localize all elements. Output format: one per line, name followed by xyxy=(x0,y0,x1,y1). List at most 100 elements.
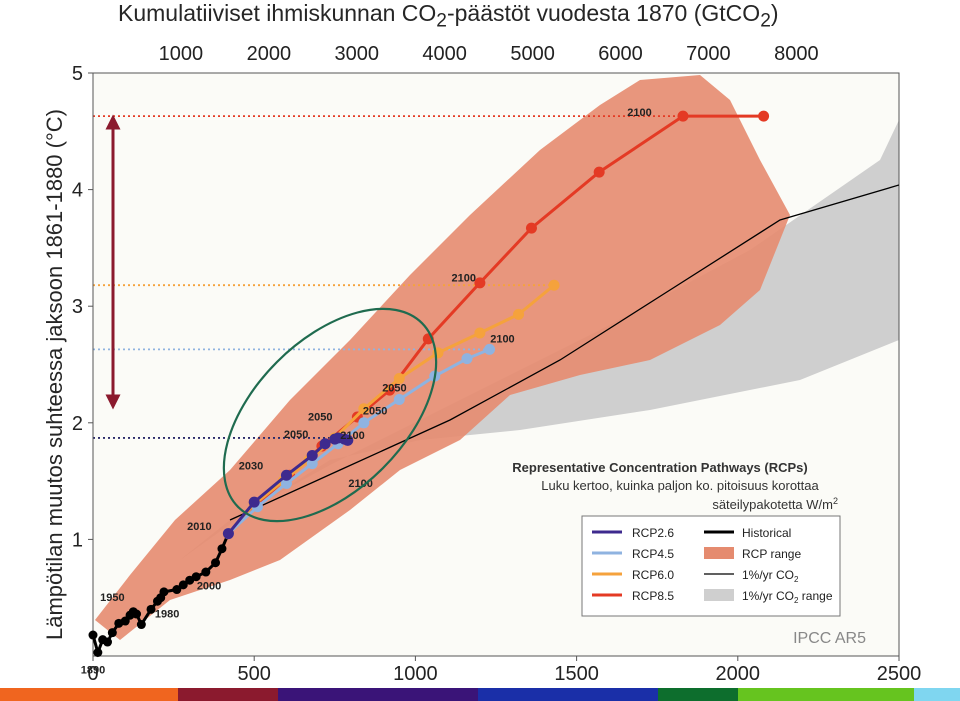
title-sub: 2 xyxy=(436,10,447,32)
top-tick-label-7: 8000 xyxy=(774,43,819,65)
top-tick-label-0: 1000 xyxy=(159,43,204,65)
x-tick-label-1: 500 xyxy=(238,663,271,685)
chart-title: Kumulatiiviset ihmiskunnan CO2-päästöt v… xyxy=(118,0,779,33)
y-tick-label-3: 4 xyxy=(72,180,83,202)
series-point-RCP2.6-1 xyxy=(248,496,260,508)
top-tick-label-1: 2000 xyxy=(247,43,292,65)
source-label: IPCC AR5 xyxy=(793,630,866,647)
historical-point-0 xyxy=(88,630,98,640)
pct-range-band xyxy=(180,120,899,560)
top-tick-label-6: 7000 xyxy=(686,43,731,65)
historical-point-21 xyxy=(217,544,227,554)
series-point-RCP2.6-2 xyxy=(280,469,292,481)
series-point-RCP6.0-5 xyxy=(358,403,370,415)
historical-point-18 xyxy=(191,572,201,582)
year-label-7: 2050 xyxy=(308,411,332,423)
series-point-RCP8.5-9 xyxy=(593,166,605,178)
series-point-RCP4.5-2 xyxy=(280,477,292,489)
title-sub-2: 2 xyxy=(760,10,771,32)
legend: RCP2.6 RCP4.5 RCP6.0 RCP8.5 Historical R… xyxy=(581,515,841,617)
year-label-8: 2050 xyxy=(382,382,406,394)
year-label-10: 2050 xyxy=(363,406,387,418)
legend-rcp85: RCP8.5 xyxy=(632,589,674,603)
top-tick-label-2: 3000 xyxy=(335,43,380,65)
historical-point-10 xyxy=(136,620,146,630)
series-point-RCP8.5-7 xyxy=(474,277,486,289)
annotation-line3: säteilypakotetta W/m2 xyxy=(712,496,838,512)
top-tick-label-3: 4000 xyxy=(422,43,467,65)
series-point-RCP4.5-3 xyxy=(306,458,318,470)
plot-frame xyxy=(92,72,900,657)
legend-pct-range: 1%/yr CO2 range xyxy=(742,589,833,605)
y-tick-label-2: 3 xyxy=(72,296,83,318)
historical-point-14 xyxy=(159,587,169,597)
series-point-RCP8.5-10 xyxy=(677,110,689,122)
series-point-RCP4.5-6 xyxy=(393,393,405,405)
legend-historical: Historical xyxy=(742,526,791,540)
series-point-RCP6.0-9 xyxy=(513,308,525,320)
year-label-3: 2000 xyxy=(197,581,221,593)
series-point-RCP4.5-8 xyxy=(461,353,473,365)
historical-point-9 xyxy=(132,609,142,619)
series-point-RCP8.5-11 xyxy=(758,110,770,122)
reference-lines xyxy=(93,115,764,439)
historical-point-16 xyxy=(178,580,188,590)
year-label-14: 2100 xyxy=(348,478,372,490)
x-tick-label-4: 2000 xyxy=(716,663,761,685)
year-label-9: 2100 xyxy=(340,430,364,442)
series-point-RCP2.6-0 xyxy=(222,528,234,540)
x-axis: 0 500 1000 1500 2000 2500 xyxy=(87,656,921,685)
historical-point-11 xyxy=(146,604,156,614)
historical-point-1 xyxy=(93,648,103,658)
year-label-13: 2100 xyxy=(627,107,651,119)
series-point-RCP4.5-5 xyxy=(358,417,370,429)
top-tick-label-5: 6000 xyxy=(598,43,643,65)
year-label-2: 1980 xyxy=(155,609,179,621)
series-point-RCP4.5-9 xyxy=(484,343,496,355)
series-point-RCP6.0-10 xyxy=(548,279,560,291)
legend-rcp26: RCP2.6 xyxy=(632,526,674,540)
historical-point-3 xyxy=(103,637,113,647)
series-line-RCP4.5 xyxy=(227,347,491,535)
series-point-RCP2.6-9 xyxy=(342,434,354,446)
historical-point-20 xyxy=(211,558,221,568)
legend-rcp-range: RCP range xyxy=(742,547,801,561)
title-text: Kumulatiiviset ihmiskunnan CO xyxy=(118,0,437,26)
series-point-RCP8.5-8 xyxy=(525,222,537,234)
legend-rcp45: RCP4.5 xyxy=(632,547,674,561)
year-label-5: 2030 xyxy=(239,460,263,472)
top-axis: 1000 2000 3000 4000 5000 6000 7000 8000 xyxy=(159,43,819,65)
historical-point-4 xyxy=(107,628,117,638)
series-point-RCP6.0-6 xyxy=(393,372,405,384)
year-label-0: 1890 xyxy=(81,664,105,676)
y-tick-label-0: 1 xyxy=(72,529,83,551)
year-labels: 1890195019802000201020302050205020502100… xyxy=(81,107,652,676)
series-point-RCP2.6-3 xyxy=(306,449,318,461)
year-label-6: 2050 xyxy=(284,429,308,441)
year-label-11: 2100 xyxy=(452,273,476,285)
annotation-line2: Luku kertoo, kuinka paljon ko. pitoisuus… xyxy=(541,478,819,493)
annotation-title: Representative Concentration Pathways (R… xyxy=(512,460,807,475)
title-text-2: -päästöt vuodesta 1870 (GtCO xyxy=(446,0,761,26)
y-axis: 1 2 3 4 5 xyxy=(72,63,93,551)
year-label-1: 1950 xyxy=(100,592,124,604)
x-tick-label-0: 0 xyxy=(87,663,98,685)
legend-pct-co2: 1%/yr CO2 xyxy=(742,568,799,584)
x-tick-label-3: 1500 xyxy=(554,663,599,685)
series-point-RCP2.6-4 xyxy=(319,438,331,450)
historical-point-15 xyxy=(172,585,182,595)
historical-point-19 xyxy=(201,567,211,577)
x-tick-label-5: 2500 xyxy=(877,663,922,685)
x-tick-label-2: 1000 xyxy=(393,663,438,685)
series-point-RCP6.0-8 xyxy=(474,327,486,339)
highlight-ellipse xyxy=(222,307,438,523)
bottom-color-bar xyxy=(0,688,960,701)
pct-co2-line xyxy=(229,184,899,521)
year-label-4: 2010 xyxy=(187,521,211,533)
legend-rcp60: RCP6.0 xyxy=(632,568,674,582)
y-tick-label-4: 5 xyxy=(72,63,83,85)
top-tick-label-4: 5000 xyxy=(510,43,555,65)
year-label-12: 2100 xyxy=(490,333,514,345)
y-tick-label-1: 2 xyxy=(72,413,83,435)
